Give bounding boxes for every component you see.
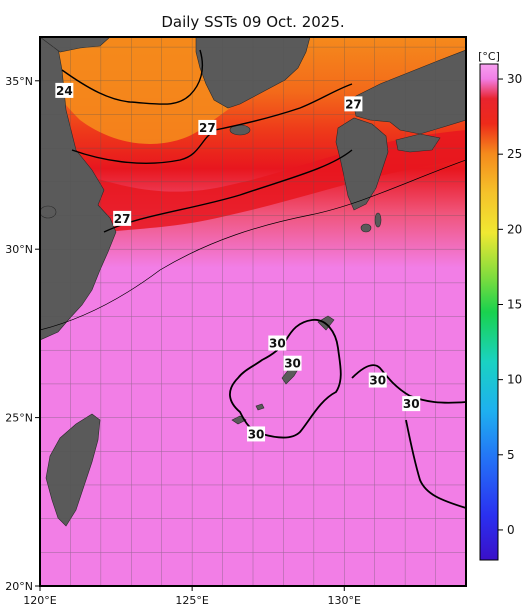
contour-label-text: 27 xyxy=(114,212,131,226)
map-title: Daily SSTs 09 Oct. 2025. xyxy=(161,13,344,31)
colorbar-tick-label: 25 xyxy=(507,147,522,161)
colorbar-tick-label: 5 xyxy=(507,448,515,462)
x-tick-label: 120°E xyxy=(23,594,56,607)
contour-label: 30 xyxy=(283,355,302,371)
x-tick-label: 125°E xyxy=(175,594,208,607)
zhoushan-islands xyxy=(40,205,57,219)
contour-label-text: 27 xyxy=(199,121,216,135)
honshu xyxy=(351,49,466,135)
contour-labels: 24 27 27 27 30 30 30 30 30 xyxy=(55,82,421,442)
colorbar-unit: [°C] xyxy=(478,50,500,63)
y-tick-label: 25°N xyxy=(5,412,33,425)
contour-label: 27 xyxy=(344,96,363,112)
y-tick-label: 20°N xyxy=(5,580,33,593)
colorbar-tick-label: 15 xyxy=(507,297,522,311)
contour-label: 24 xyxy=(55,82,74,98)
contour-27-south xyxy=(103,149,353,233)
contour-label-box xyxy=(368,372,387,388)
china-coast xyxy=(40,37,117,341)
contour-label: 30 xyxy=(368,372,387,388)
colorbar-tick-label: 20 xyxy=(507,222,522,236)
contour-label-box xyxy=(402,396,421,412)
contour-30-okinawa xyxy=(229,319,342,439)
y-tick-label: 35°N xyxy=(5,75,33,88)
contour-label: 30 xyxy=(402,396,421,412)
contour-label: 27 xyxy=(198,119,217,135)
contour-30-east xyxy=(351,364,466,404)
contour-label-text: 30 xyxy=(269,336,286,350)
contour-label: 30 xyxy=(247,426,266,442)
taiwan xyxy=(45,413,101,527)
yakushima xyxy=(360,223,372,233)
y-tick-label: 30°N xyxy=(5,243,33,256)
colorbar-ramp xyxy=(479,63,499,561)
contour-label-box xyxy=(283,355,302,371)
contour-24 xyxy=(61,49,204,105)
contour-label-text: 30 xyxy=(403,397,420,411)
contour-label-box xyxy=(55,82,74,98)
colorbar-ticks: 30 25 20 15 10 5 0 xyxy=(498,72,522,537)
colorbar: [°C] 30 25 20 15 10 5 0 xyxy=(478,50,522,561)
latitude-axis: 35°N 30°N 25°N 20°N xyxy=(5,75,40,593)
tanegashima xyxy=(374,212,382,228)
contour-label-text: 24 xyxy=(56,84,73,98)
contour-label-box xyxy=(344,96,363,112)
contour-29-thin xyxy=(40,159,466,331)
x-tick-label: 130°E xyxy=(328,594,361,607)
contour-label-text: 30 xyxy=(284,357,301,371)
contour-label-box xyxy=(198,119,217,135)
colorbar-tick-label: 10 xyxy=(507,373,522,387)
kyushu xyxy=(335,117,389,211)
colorbar-tick-label: 30 xyxy=(507,72,522,86)
contour-label: 30 xyxy=(268,335,287,351)
contour-label-box xyxy=(113,210,132,226)
longitude-axis: 120°E 125°E 130°E xyxy=(23,586,361,607)
contour-30-south xyxy=(405,419,466,509)
contour-label-box xyxy=(247,426,266,442)
contour-label-box xyxy=(268,335,287,351)
shikoku xyxy=(395,133,441,153)
map-area: 24 27 27 27 30 30 30 30 30 xyxy=(40,37,466,586)
map-frame xyxy=(39,36,467,587)
sakishima-islands xyxy=(231,403,265,425)
contour-label-text: 30 xyxy=(248,427,265,441)
contour-label: 27 xyxy=(113,210,132,226)
contour-label-text: 30 xyxy=(369,374,386,388)
colorbar-tick-label: 0 xyxy=(507,523,515,537)
contour-label-text: 27 xyxy=(345,97,362,111)
